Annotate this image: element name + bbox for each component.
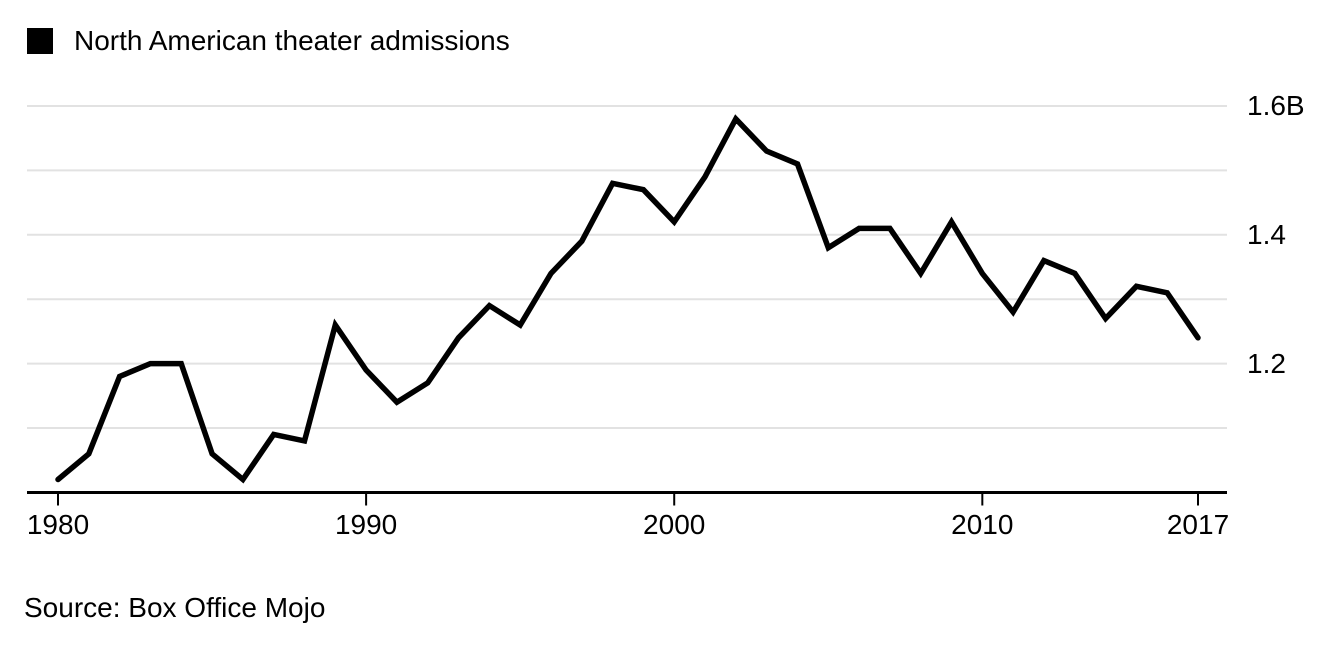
legend: North American theater admissions [27, 27, 510, 55]
x-axis-label-2017: 2017 [1166, 509, 1230, 540]
x-axis-label-1990: 1990 [334, 509, 398, 540]
admissions-line [55, 114, 1201, 484]
y-axis-label-1-6b: 1.6B [1247, 90, 1305, 121]
y-axis-label-1-4: 1.4 [1247, 218, 1286, 250]
x-axis-label-2010: 2010 [951, 509, 1014, 540]
x-axis-label-1980: 1980 [26, 509, 90, 540]
x-axis-label-2000: 2000 [643, 509, 706, 540]
legend-swatch-icon [27, 28, 53, 54]
source-note: Source: Box Office Mojo [24, 592, 326, 623]
legend-label: North American theater admissions [74, 25, 510, 56]
y-axis-label-1-2: 1.2 [1247, 347, 1286, 379]
